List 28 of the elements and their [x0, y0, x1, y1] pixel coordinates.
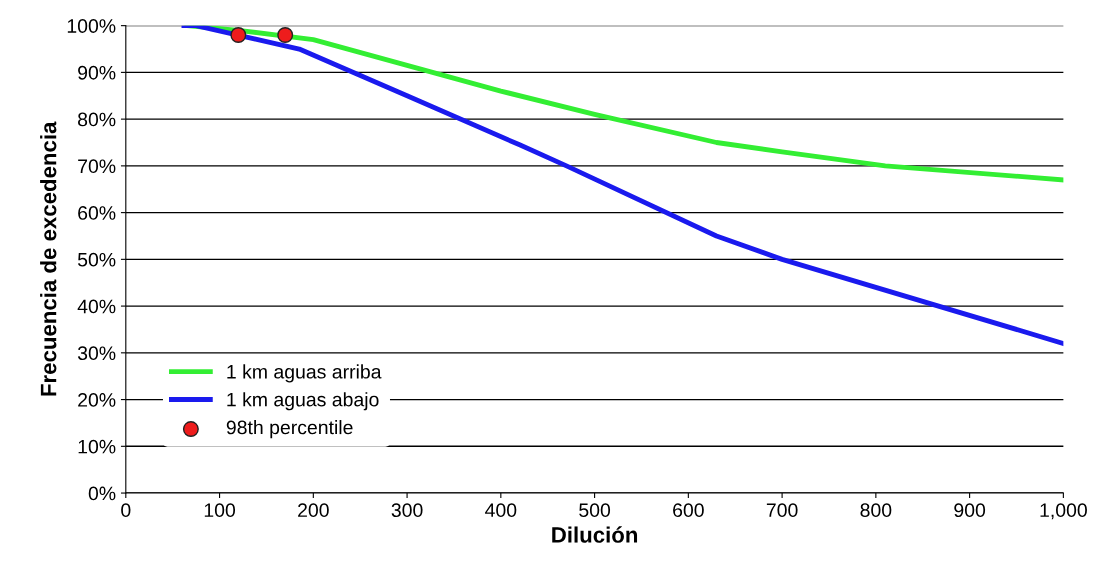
y-tick-label: 10%: [78, 439, 116, 454]
x-tick-label: 200: [298, 503, 329, 518]
x-tick-label: 700: [766, 503, 798, 518]
y-tick-label: 80%: [78, 112, 116, 127]
x-tick-label: 1,000: [1040, 503, 1087, 520]
x-tick-label: 400: [485, 503, 517, 518]
y-axis-title: Frecuencia de excedencia: [40, 121, 57, 396]
y-tick-label: 20%: [78, 393, 116, 407]
legend-label: 1 km aguas arriba: [227, 364, 382, 383]
x-tick-label: 300: [391, 503, 423, 518]
y-tick-label: 70%: [78, 159, 116, 174]
legend-label: 98th percentile: [226, 420, 353, 439]
x-axis-title: Dilución: [552, 526, 638, 543]
x-tick-label: 800: [860, 503, 892, 518]
legend-label: 1 km aguas abajo: [227, 392, 379, 411]
x-tick-label: 900: [954, 503, 986, 518]
y-tick-label: 30%: [77, 346, 116, 361]
y-tick-label: 60%: [78, 206, 116, 220]
x-tick-label: 100: [204, 503, 236, 518]
y-tick-label: 90%: [78, 65, 116, 80]
y-tick-label: 100%: [67, 19, 116, 33]
line-series: [181, 25, 1064, 346]
y-tick-label: 40%: [77, 299, 116, 314]
x-tick-label: 500: [579, 503, 611, 518]
y-tick-label: 50%: [77, 252, 116, 267]
y-tick-label: 0%: [88, 486, 116, 501]
x-tick-label: 0: [121, 503, 131, 518]
x-tick-label: 600: [673, 503, 704, 518]
